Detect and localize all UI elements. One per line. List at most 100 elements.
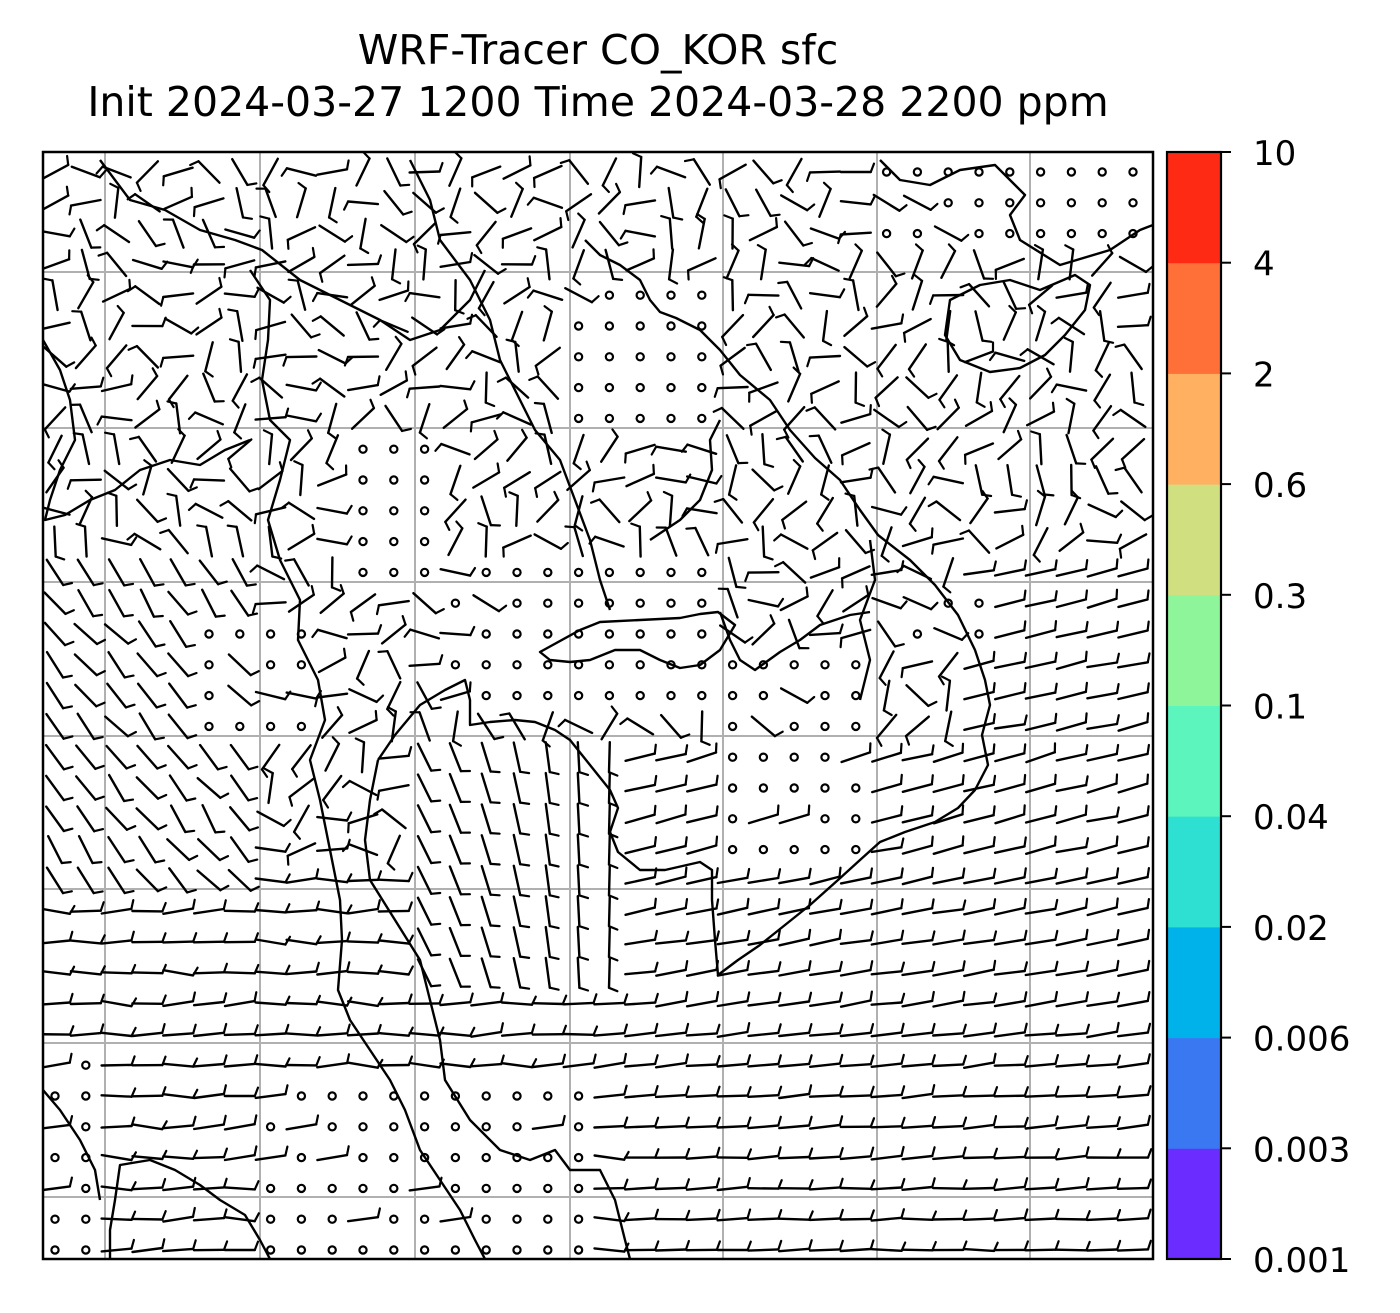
wind-barb xyxy=(138,835,166,864)
wind-barb xyxy=(993,1086,1029,1098)
wind-barb xyxy=(1117,805,1150,824)
wind-barb xyxy=(162,1088,199,1100)
wind-barb xyxy=(226,524,245,558)
wind-barb xyxy=(1086,928,1120,947)
wind-barb xyxy=(346,1207,381,1223)
wind-barb xyxy=(347,375,381,392)
calm-wind-circle xyxy=(789,721,799,732)
colorbar-segment xyxy=(1167,705,1221,817)
calm-wind-circle xyxy=(1097,228,1107,239)
wind-barb xyxy=(502,534,532,558)
wind-barb xyxy=(778,898,812,916)
wind-barb xyxy=(131,1177,167,1191)
wind-barb xyxy=(341,843,379,857)
wind-barb xyxy=(901,835,934,855)
wind-barb xyxy=(77,274,95,310)
wind-barb xyxy=(870,505,908,516)
wind-barb xyxy=(901,866,935,886)
wind-barb xyxy=(327,186,338,224)
wind-barb xyxy=(1085,1116,1121,1130)
wind-barb xyxy=(480,926,501,959)
wind-barb xyxy=(1116,1208,1152,1222)
calm-wind-circle xyxy=(727,752,738,762)
calm-wind-circle xyxy=(265,629,276,639)
wind-barb xyxy=(355,649,371,686)
wind-barb xyxy=(810,380,840,404)
wind-barb xyxy=(724,188,750,218)
wind-barb xyxy=(1055,681,1089,701)
wind-barb xyxy=(932,1085,968,1098)
wind-barb xyxy=(100,1238,135,1253)
wind-barb xyxy=(1086,743,1120,762)
wind-barb xyxy=(506,428,528,462)
wind-barb xyxy=(1086,835,1119,855)
wind-barb xyxy=(901,1146,936,1161)
wind-barb xyxy=(995,524,1025,550)
wind-barb xyxy=(716,1208,752,1222)
wind-barb xyxy=(229,774,259,802)
wind-barb xyxy=(576,741,590,777)
wind-barb xyxy=(512,864,531,898)
wind-barb xyxy=(160,292,195,307)
wind-barb xyxy=(416,927,442,957)
wind-barb xyxy=(289,429,313,462)
wind-barb xyxy=(480,864,501,897)
wind-barb xyxy=(1087,503,1124,519)
calm-wind-circle xyxy=(820,752,830,762)
wind-barb xyxy=(192,1022,228,1038)
colorbar-segment xyxy=(1167,484,1221,596)
wind-barb xyxy=(192,1240,229,1252)
wind-barb xyxy=(655,526,678,557)
wind-barb xyxy=(285,1055,321,1067)
wind-barb xyxy=(1002,304,1017,341)
colorbar-tick-label: 0.006 xyxy=(1253,1020,1350,1060)
calm-wind-circle xyxy=(235,721,245,732)
wind-barb xyxy=(43,992,74,1006)
wind-barb xyxy=(1114,466,1143,494)
calm-wind-circle xyxy=(635,352,645,362)
wind-barb xyxy=(993,867,1027,885)
wind-barb xyxy=(840,742,872,764)
calm-wind-circle xyxy=(543,690,553,701)
wind-barb xyxy=(74,775,106,801)
wind-barb xyxy=(43,621,75,647)
wind-barb xyxy=(927,500,962,522)
calm-wind-circle xyxy=(820,690,830,701)
wind-barb xyxy=(1116,1085,1152,1099)
wind-barb xyxy=(870,837,905,854)
calm-wind-circle xyxy=(573,1152,584,1163)
wind-barb xyxy=(512,957,531,990)
wind-barb xyxy=(809,898,843,915)
wind-barb xyxy=(962,1147,999,1160)
wind-barb xyxy=(944,710,954,748)
wind-barb xyxy=(686,257,717,281)
wind-barb xyxy=(839,1146,875,1161)
wind-barb xyxy=(1093,373,1112,409)
wind-barb xyxy=(1055,960,1090,977)
calm-wind-circle xyxy=(296,1091,307,1101)
wind-barb xyxy=(783,406,806,439)
calm-wind-circle xyxy=(512,1091,522,1101)
wind-barb xyxy=(544,771,560,807)
wind-barb xyxy=(963,898,997,916)
wind-barb xyxy=(747,1054,782,1068)
wind-barb xyxy=(1065,397,1076,435)
wind-barb xyxy=(1055,620,1089,639)
wind-barb xyxy=(870,313,905,330)
colorbar: 0.001 0.003 0.006 0.02 0.04 0.1 0.3 0.6 2 4 10 xyxy=(1165,134,1350,1281)
wind-barb xyxy=(137,620,166,648)
calm-wind-circle xyxy=(974,629,984,639)
wind-barb xyxy=(1055,804,1088,825)
calm-wind-circle xyxy=(604,598,615,608)
wind-barb xyxy=(129,435,158,463)
calm-wind-circle xyxy=(697,690,707,701)
wind-barb xyxy=(314,692,349,708)
wind-barb xyxy=(259,215,274,250)
wind-barb xyxy=(250,376,284,399)
wind-barb xyxy=(290,313,321,339)
wind-barb xyxy=(755,188,781,218)
wind-barb xyxy=(448,834,471,865)
wind-barb xyxy=(1055,867,1089,885)
wind-barb xyxy=(904,715,930,746)
